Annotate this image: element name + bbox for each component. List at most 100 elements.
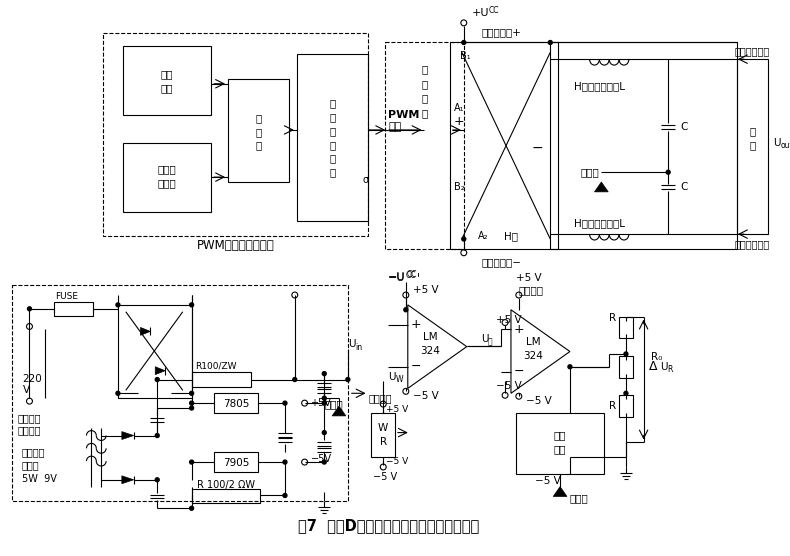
Text: 324: 324 [420,346,440,356]
Text: 图7  基于D类功率放大电路开关电源电路图: 图7 基于D类功率放大电路开关电源电路图 [298,518,479,533]
Text: ': ' [416,274,419,284]
Text: σ: σ [363,175,369,185]
Text: CC: CC [488,6,498,14]
Text: +: + [411,318,421,331]
Text: −5 V: −5 V [525,396,551,406]
Polygon shape [156,367,165,375]
Text: 反馈放大: 反馈放大 [518,285,543,295]
Text: +5V: +5V [310,398,331,408]
Circle shape [190,406,194,410]
Text: FUSE: FUSE [55,291,78,300]
Circle shape [190,507,194,510]
Circle shape [322,396,326,400]
Text: 器: 器 [255,141,261,151]
Text: 电: 电 [329,153,335,163]
Circle shape [568,365,572,369]
Text: out: out [781,141,790,150]
Text: ': ' [416,272,419,282]
Text: U: U [773,138,781,148]
Text: PWM产生与调制电路: PWM产生与调制电路 [197,240,275,252]
Text: A₂: A₂ [478,231,489,241]
Text: 制: 制 [421,79,427,89]
Circle shape [462,41,466,44]
Text: H桥正相输出端L: H桥正相输出端L [574,81,625,91]
Bar [619,395,633,417]
Text: 滤波器负相端: 滤波器负相端 [734,239,769,249]
Text: −5 V: −5 V [374,472,397,482]
Text: 辅助电源: 辅助电源 [21,447,45,457]
Text: +: + [514,323,525,336]
Bar [122,143,211,211]
Text: A₁: A₁ [454,103,465,113]
Circle shape [28,307,32,311]
Text: 放大: 放大 [161,83,173,93]
Text: 参考地: 参考地 [580,167,599,177]
Text: 324: 324 [524,351,544,361]
Text: 滤波器正相端: 滤波器正相端 [734,46,769,56]
Text: 反: 反 [488,337,493,347]
Text: 脉: 脉 [329,98,335,108]
Text: +5 V: +5 V [496,315,522,325]
Text: R: R [609,401,616,411]
Text: U: U [348,339,356,349]
Text: −5 V: −5 V [412,391,438,401]
Circle shape [283,460,287,464]
Text: 变压器: 变压器 [21,460,40,470]
Text: 参考地: 参考地 [570,493,589,503]
Bar [214,452,258,472]
Bar [371,413,395,457]
Text: CC: CC [407,270,417,279]
Text: C: C [680,122,687,132]
Bar [386,42,464,249]
Text: R: R [668,365,672,374]
Text: +5 V: +5 V [516,274,541,284]
Text: U: U [480,334,488,344]
Circle shape [624,391,628,395]
Circle shape [116,391,120,395]
Polygon shape [122,431,134,439]
Circle shape [404,308,408,312]
Text: 电: 电 [421,93,427,103]
Bar [297,54,368,221]
Text: 大功率电源−: 大功率电源− [481,257,521,267]
Text: 大功率电源+: 大功率电源+ [481,28,521,38]
Bar [214,393,258,413]
Text: CC: CC [406,271,416,280]
Text: 比: 比 [255,113,261,123]
Text: +5 V: +5 V [412,285,438,295]
Text: +: + [454,115,465,128]
Circle shape [190,401,194,405]
Bar [228,79,289,182]
Circle shape [322,401,326,405]
Circle shape [322,431,326,435]
Text: U: U [660,362,668,372]
Text: H桥: H桥 [504,231,518,241]
Circle shape [322,460,326,464]
Text: 稳压: 稳压 [554,430,566,440]
Text: 参考地: 参考地 [325,399,344,409]
Text: R: R [380,438,387,448]
Circle shape [666,170,670,174]
Text: 整: 整 [329,126,335,136]
Text: 220: 220 [23,374,43,384]
Text: 电源部分: 电源部分 [17,426,41,436]
Text: 路: 路 [329,167,335,177]
Text: U: U [388,371,396,381]
Bar [103,33,368,236]
Polygon shape [553,486,567,497]
Text: 载: 载 [750,140,756,150]
Bar [118,305,192,398]
Polygon shape [595,182,608,192]
Text: in: in [356,342,363,351]
Circle shape [548,41,552,44]
Text: 冲: 冲 [329,112,335,122]
Text: 负: 负 [750,126,756,136]
Text: −U: −U [388,272,405,282]
Text: R: R [609,312,616,322]
Circle shape [156,478,159,481]
Text: W: W [378,423,389,433]
Text: 信号: 信号 [388,122,401,132]
Text: H桥反相输出端L: H桥反相输出端L [574,219,625,229]
Text: R 100/2 ΩW: R 100/2 ΩW [197,480,255,490]
Text: 电源: 电源 [554,444,566,454]
